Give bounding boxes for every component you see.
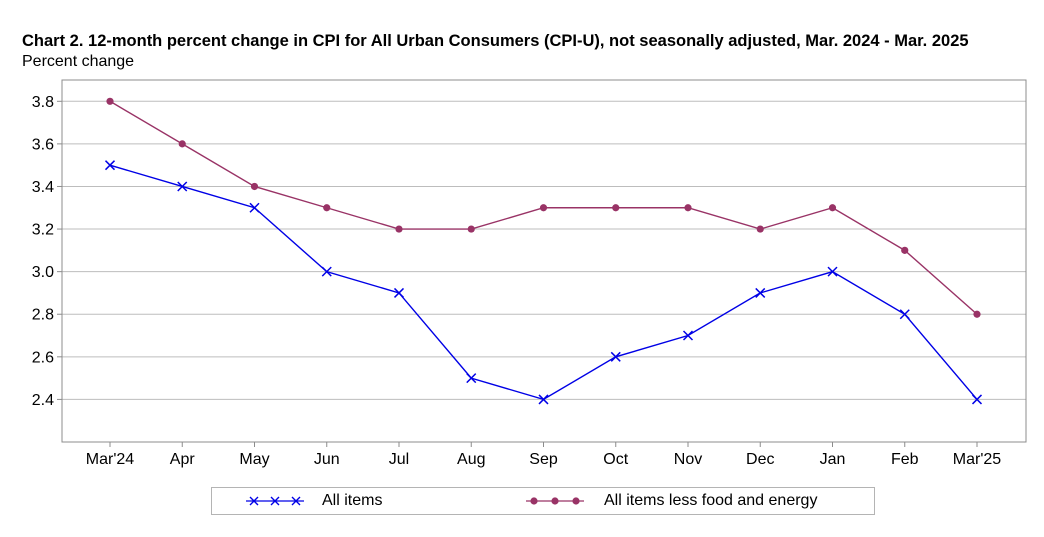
data-point-core xyxy=(539,204,548,212)
x-tick-label: Jul xyxy=(389,451,409,468)
y-tick-label: 2.4 xyxy=(32,392,54,409)
data-point-all-items xyxy=(827,266,838,277)
axis-ticks: 2.4 2.6 2.8 3.0 3.2 3.4 3.6 3.8 Mar'24 Apr May Jun J… xyxy=(32,94,1002,468)
plot-frame xyxy=(61,79,1027,443)
series-lines xyxy=(104,97,983,405)
data-point-all-items xyxy=(899,309,910,320)
data-point-core xyxy=(323,204,331,212)
data-point-all-items xyxy=(682,330,694,341)
y-tick-label: 3.0 xyxy=(32,264,54,281)
y-tick-label: 3.6 xyxy=(32,136,54,153)
y-tick-label: 3.4 xyxy=(32,179,54,196)
legend-swatch-all-items xyxy=(244,488,306,514)
x-tick-label: Feb xyxy=(891,451,919,468)
x-tick-label: Jan xyxy=(820,451,846,468)
x-tick-label: Oct xyxy=(603,451,628,468)
data-point-core xyxy=(106,97,114,105)
data-point-core xyxy=(467,225,475,233)
grid-lines xyxy=(62,100,1026,400)
data-point-all-items xyxy=(177,181,188,192)
data-point-all-items xyxy=(249,202,260,213)
x-tick-label: Aug xyxy=(457,451,485,468)
legend: All items All items less food and energy xyxy=(211,487,875,515)
x-tick-label: Jun xyxy=(314,451,340,468)
chart-subtitle: Percent change xyxy=(22,53,135,70)
data-point-core xyxy=(612,204,620,212)
data-point-all-items xyxy=(971,394,983,405)
legend-label-all-items: All items xyxy=(322,492,383,509)
data-point-core xyxy=(395,225,403,233)
data-point-core xyxy=(901,246,909,254)
x-tick-label: Sep xyxy=(529,451,558,468)
data-point-all-items xyxy=(393,287,405,298)
data-point-core xyxy=(973,310,981,318)
data-point-core xyxy=(684,204,692,212)
data-point-all-items xyxy=(321,266,332,277)
y-tick-label: 2.6 xyxy=(32,349,54,366)
x-tick-label: Mar'25 xyxy=(953,451,1002,468)
data-point-all-items xyxy=(538,394,549,405)
data-point-core xyxy=(756,225,764,233)
x-tick-label: May xyxy=(239,451,269,468)
data-point-core xyxy=(828,204,837,212)
legend-swatch-core xyxy=(524,488,586,514)
data-point-core xyxy=(178,140,186,148)
chart-title: Chart 2. 12-month percent change in CPI … xyxy=(22,32,969,50)
y-tick-label: 2.8 xyxy=(32,307,54,324)
series-line-0 xyxy=(109,164,978,401)
y-tick-label: 3.2 xyxy=(32,222,54,239)
y-tick-label: 3.8 xyxy=(32,94,54,111)
x-tick-label: Apr xyxy=(170,451,196,468)
data-point-all-items xyxy=(104,160,116,171)
data-point-core xyxy=(250,182,259,191)
x-tick-label: Nov xyxy=(674,451,702,468)
legend-label-core: All items less food and energy xyxy=(604,492,818,509)
data-point-all-items xyxy=(755,287,766,298)
data-point-all-items xyxy=(610,351,621,362)
x-tick-label: Dec xyxy=(746,451,774,468)
data-point-all-items xyxy=(466,373,477,384)
x-tick-label: Mar'24 xyxy=(86,451,135,468)
